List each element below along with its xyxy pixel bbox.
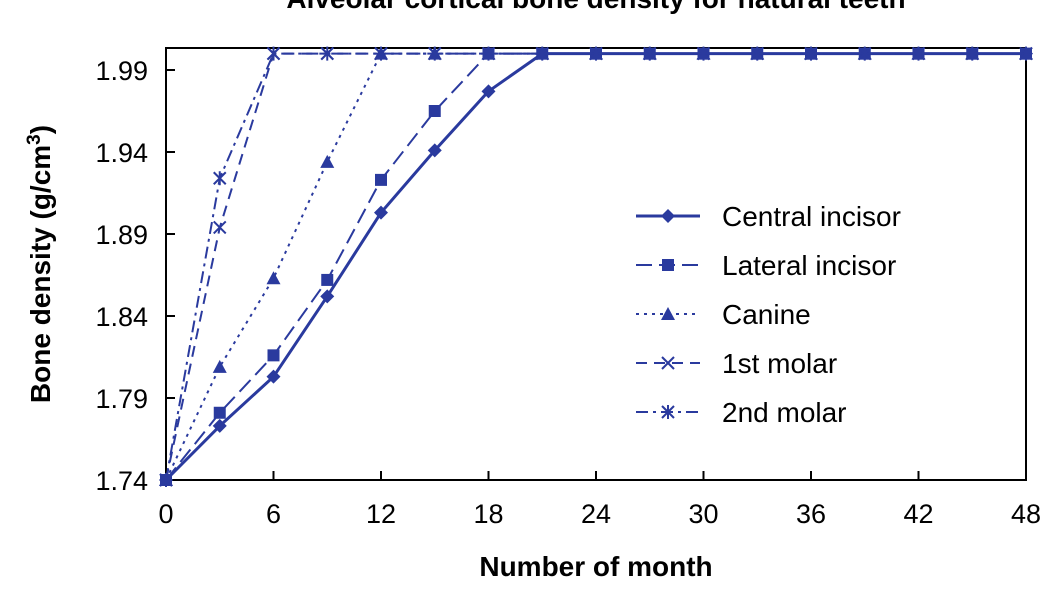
series-2nd-molar [159,46,1033,487]
y-tick-label: 1.89 [95,220,148,250]
x-tick-label: 30 [688,499,718,529]
x-tick-label: 18 [473,499,503,529]
chart-title: Alveolar cortical bone density for natur… [286,0,905,14]
y-tick-label: 1.84 [95,302,148,332]
series-1st-molar [159,46,1033,487]
data-point-canine [212,359,227,373]
series-lateral-incisor [160,47,1032,486]
x-tick-label: 24 [581,499,611,529]
data-point-2nd-molar [213,171,227,186]
legend-label: 2nd molar [722,397,847,428]
legend-label: 1st molar [722,348,837,379]
data-point-central-incisor [320,289,335,304]
data-point-2nd-molar [1019,46,1033,61]
series-line-lateral-incisor [165,52,1026,481]
data-point-2nd-molar [589,46,603,61]
legend-swatch-marker [661,405,675,419]
data-point-lateral-incisor [428,105,441,117]
data-point-2nd-molar [750,46,764,61]
series-layer [159,46,1033,487]
x-tick-label: 36 [796,499,826,529]
legend-label: Lateral incisor [722,250,896,281]
data-point-2nd-molar [643,46,657,61]
y-axis-title-main: Bone density (g/cm [25,145,56,403]
legend-swatch-marker [661,307,675,320]
data-point-lateral-incisor [213,406,226,419]
legend-item-central-incisor: Central incisor [636,201,901,232]
data-point-lateral-incisor [321,273,334,286]
data-point-2nd-molar [535,46,549,61]
x-tick-label: 0 [158,499,173,529]
x-tick-label: 42 [903,499,933,529]
series-line-1st-molar [165,52,1026,481]
legend-item-canine: Canine [636,299,811,330]
data-point-2nd-molar [374,46,388,61]
y-tick-label: 1.79 [95,384,148,414]
data-point-2nd-molar [481,46,496,61]
data-point-1st-molar [213,220,227,235]
data-point-2nd-molar [911,46,926,61]
series-line-canine [165,52,1026,481]
y-axis: 1.74 1.79 1.84 1.89 1.94 1.99 [95,56,175,496]
legend-swatch-marker [661,356,675,370]
data-point-central-incisor [212,418,227,433]
series-line-central-incisor [164,52,1026,482]
data-point-2nd-molar [858,46,872,61]
legend-label: Canine [722,299,811,330]
data-point-central-incisor [374,205,388,220]
legend-swatch-marker [662,259,674,271]
x-tick-label: 6 [266,499,281,529]
data-point-lateral-incisor [375,173,387,186]
data-point-2nd-molar [320,46,334,61]
y-axis-title-superscript: 3 [24,134,45,145]
plot-area [165,47,1027,481]
y-axis-title: Bone density (g/cm3) [24,125,56,403]
legend-item-2nd-molar: 2nd molar [636,397,847,428]
data-point-canine [266,271,281,285]
y-tick-label: 1.99 [95,56,148,86]
legend-label: Central incisor [722,201,901,232]
series-line-2nd-molar [165,52,1026,481]
data-point-lateral-incisor [267,349,280,362]
data-point-2nd-molar [428,46,442,61]
data-point-central-incisor [481,84,496,99]
data-point-2nd-molar [159,473,173,487]
legend-swatch-marker [661,209,675,223]
y-axis-title-tail: ) [25,125,56,134]
legend: Central incisor Lateral incisor Canine 1st … [636,201,901,428]
data-point-2nd-molar [804,46,818,61]
series-central-incisor [159,46,1033,487]
legend-item-1st-molar: 1st molar [636,348,837,379]
y-tick-label: 1.94 [95,138,148,168]
data-point-canine [320,154,335,168]
x-axis-title: Number of month [479,551,712,582]
data-point-2nd-molar [965,46,979,61]
data-point-central-incisor [427,143,442,158]
data-point-2nd-molar [696,46,711,61]
data-point-central-incisor [266,369,281,384]
x-tick-label: 12 [366,499,396,529]
marker-stroke [213,220,227,235]
x-axis: 0 6 12 18 24 30 36 42 48 [158,471,1041,529]
series-canine [159,46,1033,486]
x-tick-label: 48 [1011,499,1041,529]
data-point-2nd-molar [266,46,281,61]
legend-item-lateral-incisor: Lateral incisor [636,250,896,281]
y-tick-label: 1.74 [95,466,148,496]
marker-stroke [661,356,675,370]
